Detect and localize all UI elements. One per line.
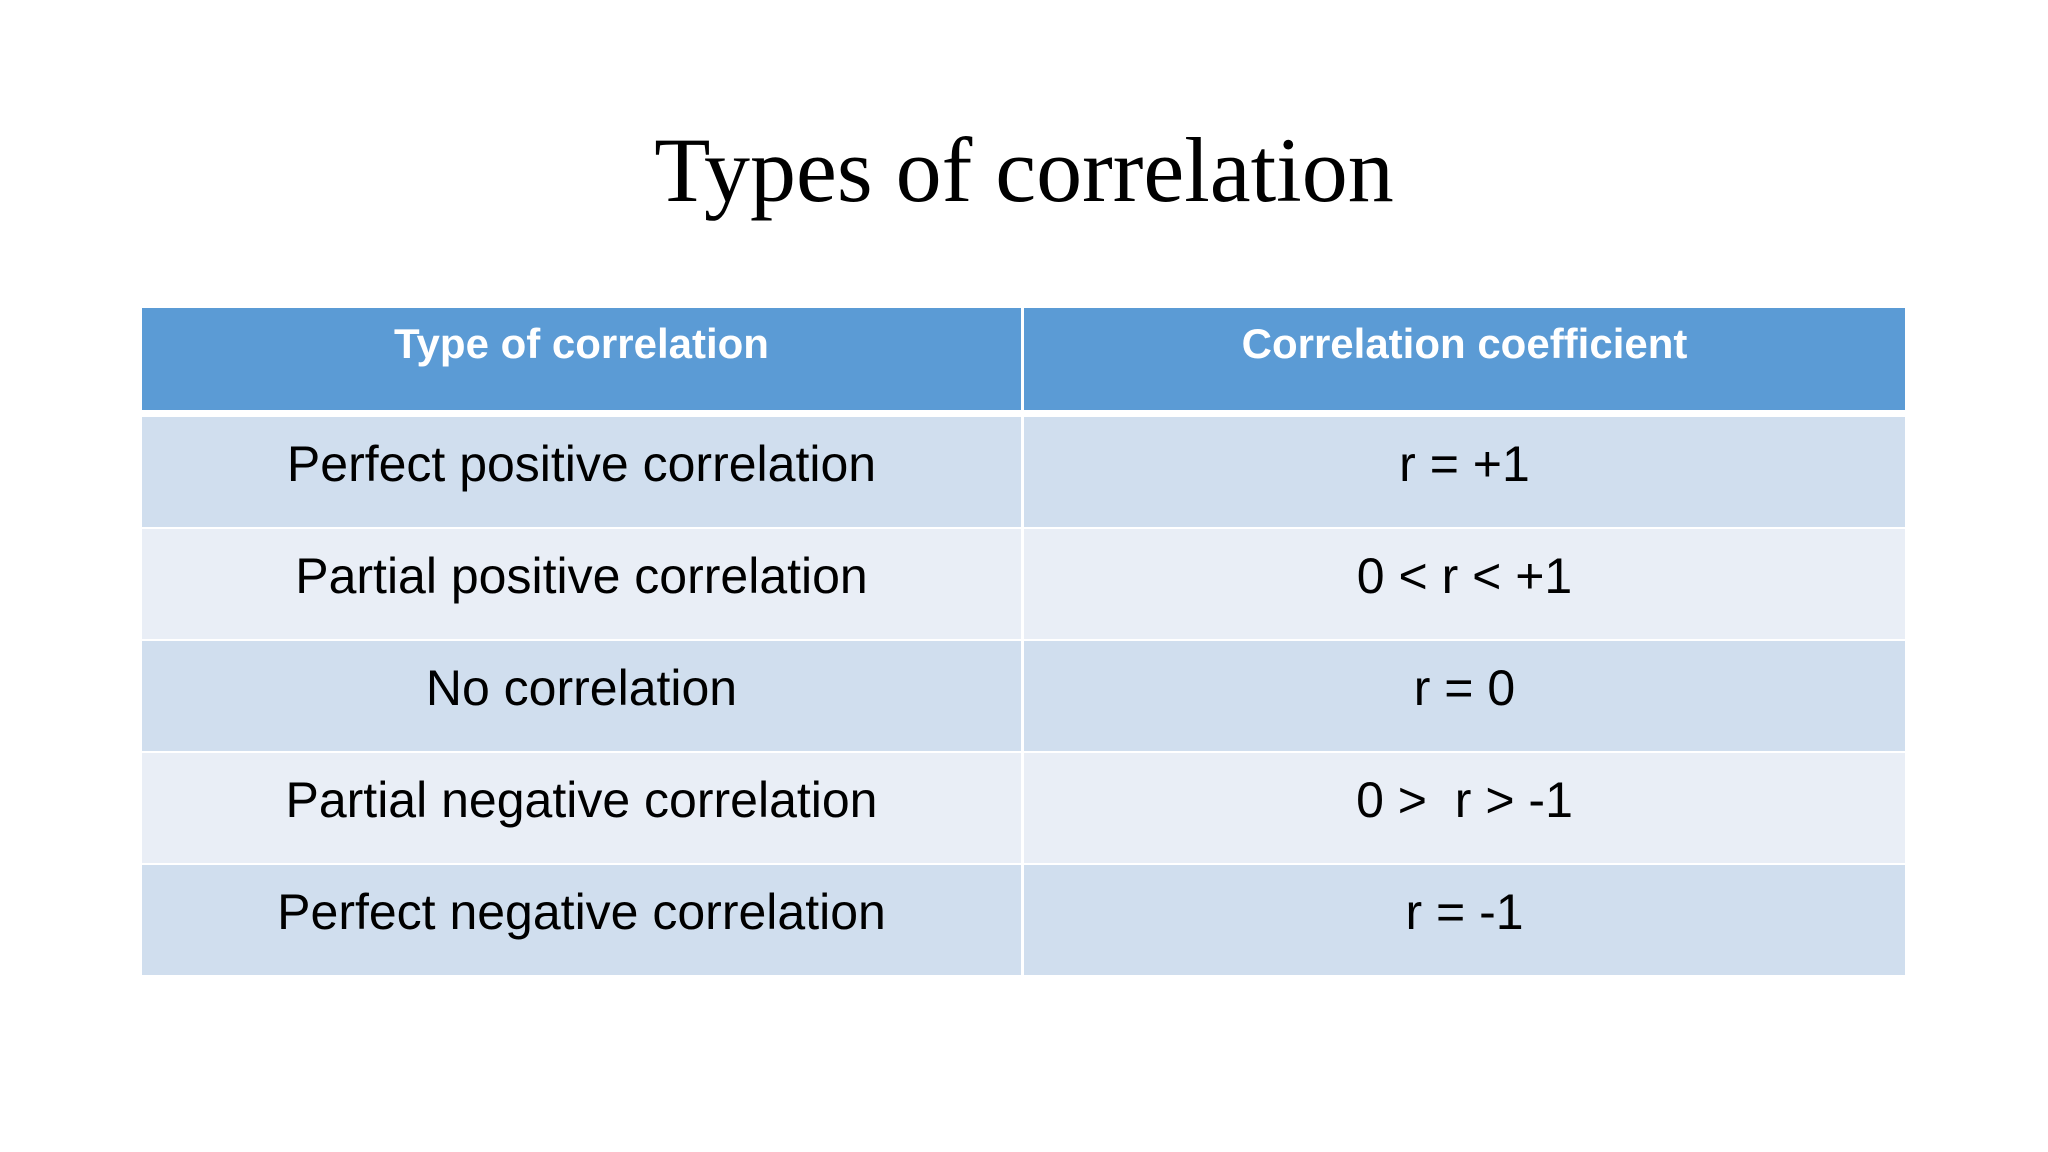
table-row: Perfect negative correlation r = -1 <box>142 862 1905 975</box>
cell-type: No correlation <box>142 638 1024 752</box>
cell-type: Partial negative correlation <box>142 750 1024 864</box>
cell-coefficient: r = 0 <box>1022 638 1905 752</box>
cell-type: Perfect positive correlation <box>142 412 1024 528</box>
cell-coefficient: 0 > r > -1 <box>1022 750 1905 864</box>
cell-coefficient: r = -1 <box>1022 862 1905 975</box>
cell-coefficient: 0 < r < +1 <box>1022 526 1905 640</box>
slide-title: Types of correlation <box>654 119 1394 221</box>
correlation-table: Type of correlation Correlation coeffici… <box>142 308 1905 975</box>
cell-coefficient: r = +1 <box>1022 412 1905 528</box>
table-row: Partial positive correlation 0 < r < +1 <box>142 526 1905 640</box>
column-header-type: Type of correlation <box>142 308 1024 417</box>
table-row: No correlation r = 0 <box>142 638 1905 752</box>
table-header-row: Type of correlation Correlation coeffici… <box>142 308 1905 417</box>
table-row: Partial negative correlation 0 > r > -1 <box>142 750 1905 864</box>
cell-type: Partial positive correlation <box>142 526 1024 640</box>
column-header-coefficient: Correlation coefficient <box>1022 308 1905 417</box>
table-row: Perfect positive correlation r = +1 <box>142 412 1905 528</box>
cell-type: Perfect negative correlation <box>142 862 1024 975</box>
